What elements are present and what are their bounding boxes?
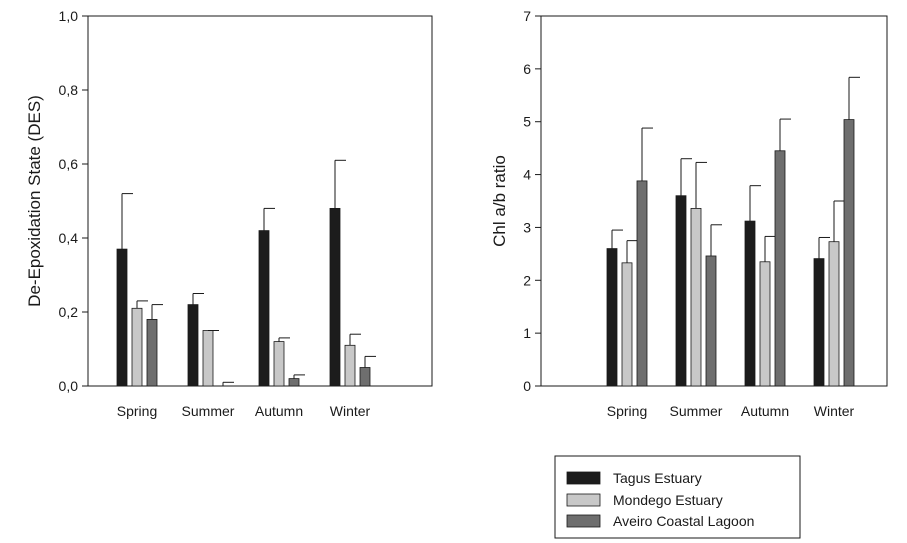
y-tick-label: 5 [523,114,531,130]
bar [636,180,648,387]
y-tick-label: 1 [523,325,531,341]
bar [344,344,356,387]
y-axis-title: Chl a/b ratio [490,155,509,247]
bar [621,262,633,387]
legend: Tagus Estuary Mondego Estuary Aveiro Coa… [554,455,801,539]
x-tick-label: Winter [330,403,371,419]
bar [744,220,756,387]
x-tick-label: Spring [117,403,157,419]
bar [146,318,158,387]
bar [774,150,786,387]
y-tick-label: 0,0 [59,378,79,394]
bar [273,341,285,387]
bar [759,261,771,387]
bar [690,207,702,387]
legend-swatch-aveiro [566,514,601,528]
y-tick-label: 1,0 [59,8,79,24]
bar [705,255,717,387]
bar [187,304,199,387]
legend-label-tagus: Tagus Estuary [613,470,702,486]
bar [131,307,143,387]
y-tick-label: 0,4 [59,230,79,246]
bar [828,241,840,387]
bar [288,378,300,387]
x-tick-label: Spring [607,403,647,419]
des-chart: 0,0 0,2 0,4 0,6 0,8 1,0 De-Epoxidation State (… [25,8,433,419]
bar [202,330,214,387]
bar [843,119,855,387]
y-tick-label: 0 [523,378,531,394]
bar [329,207,341,387]
y-tick-label: 2 [523,272,531,288]
legend-swatch-mondego [566,493,601,507]
bar [359,367,371,387]
bar [258,230,270,387]
bar [675,195,687,387]
x-tick-label: Winter [814,403,855,419]
legend-label-aveiro: Aveiro Coastal Lagoon [613,513,754,529]
y-tick-label: 4 [523,167,531,183]
y-tick-label: 0,8 [59,82,79,98]
x-tick-label: Summer [182,403,235,419]
y-tick-label: 3 [523,219,531,235]
bar [813,258,825,387]
bar [116,248,128,387]
bar [606,248,618,387]
legend-swatch-tagus [566,471,601,485]
x-tick-label: Autumn [741,403,789,419]
y-axis-title: De-Epoxidation State (DES) [25,95,44,307]
y-tick-label: 6 [523,61,531,77]
legend-label-mondego: Mondego Estuary [613,492,723,508]
chl-ratio-chart: 0 1 2 3 4 5 6 7 Chl a/b ratio Spring Summer Autumn W… [490,8,888,419]
y-tick-label: 7 [523,8,531,24]
x-tick-label: Autumn [255,403,303,419]
x-tick-label: Summer [670,403,723,419]
y-tick-label: 0,6 [59,156,79,172]
y-tick-label: 0,2 [59,304,79,320]
